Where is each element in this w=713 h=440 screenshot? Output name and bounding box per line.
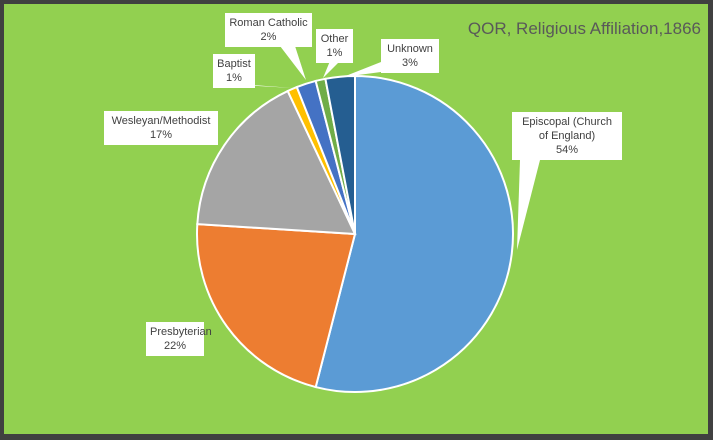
callout-pointer xyxy=(343,62,381,77)
data-label-episcopal: Episcopal (Church of England) 54% xyxy=(512,112,622,160)
pie-slice-wesleyan-methodist[interactable] xyxy=(196,89,357,236)
data-label-roman-catholic: Roman Catholic 2% xyxy=(225,13,312,47)
chart-title: QOR, Religious Affiliation,1866 xyxy=(467,19,701,38)
callout-pointer xyxy=(323,61,340,78)
pie-slice-presbyterian[interactable] xyxy=(196,223,357,389)
callout-pointer xyxy=(517,160,540,250)
pie-slice-unknown[interactable] xyxy=(324,74,356,235)
pie-slice-episcopal-church-of-england[interactable] xyxy=(314,74,514,393)
data-label-baptist: Baptist 1% xyxy=(213,54,255,88)
callout-pointer xyxy=(280,46,306,80)
data-label-unknown: Unknown 3% xyxy=(381,39,439,73)
data-label-wesleyan: Wesleyan/Methodist 17% xyxy=(104,111,218,145)
data-label-presbyterian: Presbyterian 22% xyxy=(146,322,212,356)
data-label-other: Other 1% xyxy=(316,29,353,63)
